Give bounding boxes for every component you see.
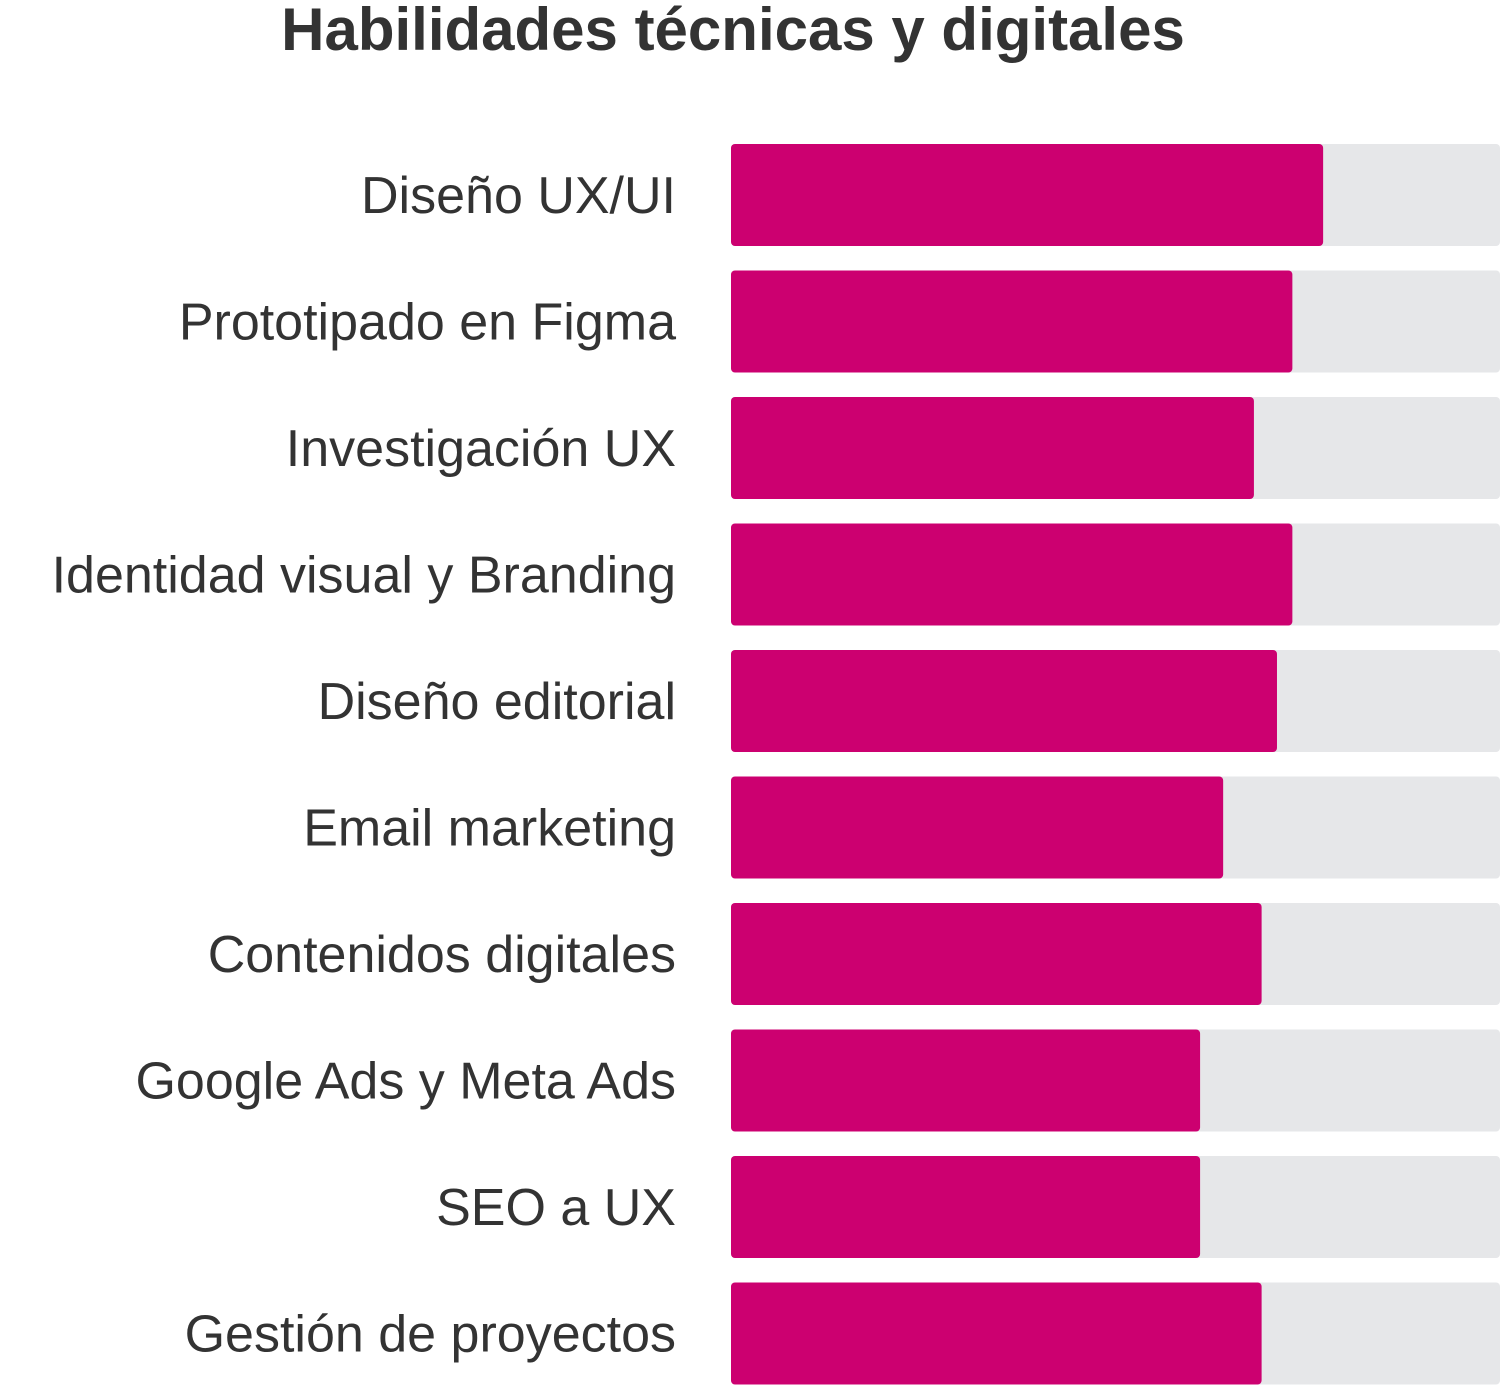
category-label: Contenidos digitales: [208, 926, 676, 984]
bar-row: Contenidos digitales: [208, 903, 1500, 1005]
category-label: Diseño editorial: [318, 673, 676, 731]
bar-row: Investigación UX: [286, 397, 1500, 499]
category-label: Gestión de proyectos: [185, 1306, 676, 1364]
bar: [731, 650, 1277, 752]
category-label: Google Ads y Meta Ads: [135, 1053, 676, 1111]
bar: [731, 1282, 1262, 1385]
bar: [731, 1029, 1201, 1132]
bar: [731, 144, 1324, 246]
chart-title: Habilidades técnicas y digitales: [281, 0, 1185, 63]
bar: [731, 1156, 1201, 1258]
bar-row: Email marketing: [303, 776, 1500, 879]
bar-row: Google Ads y Meta Ads: [135, 1029, 1500, 1132]
bar-row: SEO a UX: [436, 1156, 1500, 1258]
bar: [731, 397, 1254, 499]
bar-row: Diseño editorial: [318, 650, 1500, 752]
category-label: Diseño UX/UI: [361, 167, 676, 225]
bar-row: Prototipado en Figma: [179, 270, 1500, 373]
bar: [731, 270, 1293, 373]
bar-row: Identidad visual y Branding: [52, 523, 1500, 626]
category-label: Investigación UX: [286, 420, 676, 478]
category-label: Prototipado en Figma: [179, 294, 676, 352]
bar-row: Diseño UX/UI: [361, 144, 1500, 246]
bar: [731, 523, 1293, 626]
bar-rows: Diseño UX/UI Prototipado en Figma Investig…: [52, 144, 1500, 1385]
bar-row: Gestión de proyectos: [185, 1282, 1500, 1385]
category-label: Identidad visual y Branding: [52, 547, 676, 605]
bar: [731, 903, 1262, 1005]
bar: [731, 776, 1224, 879]
category-label: SEO a UX: [436, 1179, 676, 1237]
category-label: Email marketing: [303, 800, 676, 858]
